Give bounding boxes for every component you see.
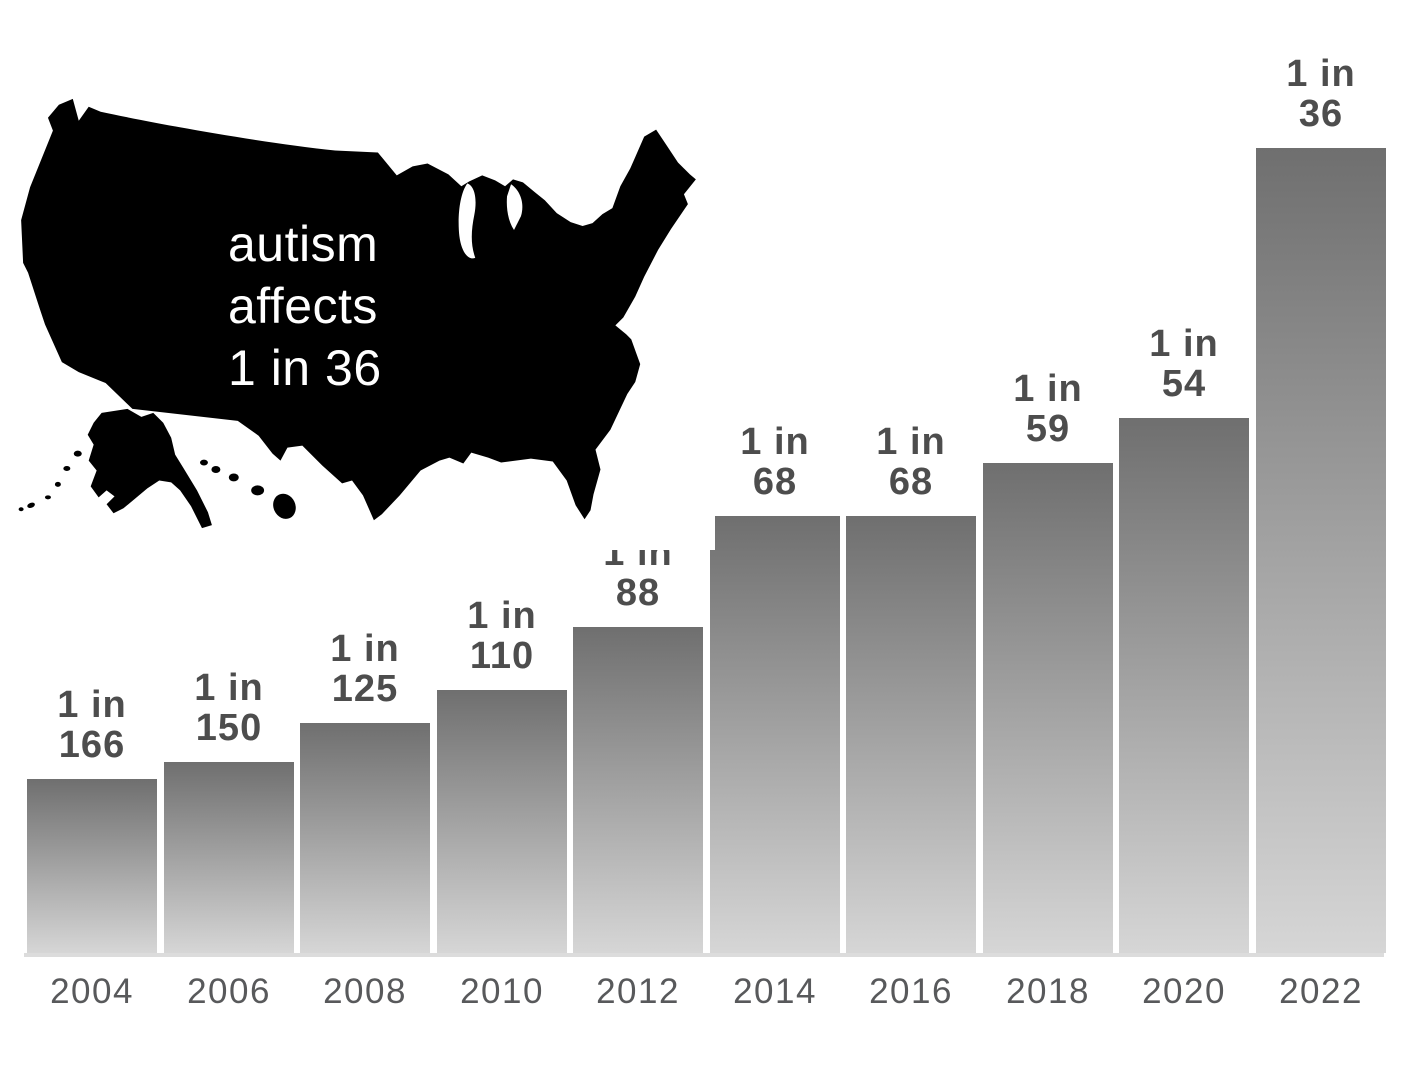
x-tick-2006: 2006 xyxy=(187,972,271,1011)
x-tick-2004: 2004 xyxy=(50,972,134,1011)
bar-2004 xyxy=(27,779,157,953)
bar-label-number: 59 xyxy=(1025,408,1071,450)
bar-label-number: 68 xyxy=(888,461,934,503)
bar-label-prefix: 1 in xyxy=(1286,53,1356,95)
bar-2020 xyxy=(1119,418,1249,953)
bar-2012 xyxy=(573,627,703,953)
map-caption-line: autism xyxy=(228,216,379,272)
x-axis-line xyxy=(24,953,1384,957)
x-tick-2022: 2022 xyxy=(1279,972,1363,1011)
bar-2010 xyxy=(437,690,567,953)
bar-value-label-2020: 1 in 54 xyxy=(1119,324,1249,404)
us-mainland-shape xyxy=(21,98,696,521)
bar-2008 xyxy=(300,723,430,953)
bar-value-label-2022: 1 in 36 xyxy=(1256,54,1386,134)
bar-label-number: 166 xyxy=(58,724,126,766)
bar-label-number: 110 xyxy=(469,635,535,677)
bar-2016 xyxy=(846,516,976,953)
bar-label-number: 125 xyxy=(331,668,399,710)
bar-label-prefix: 1 in xyxy=(194,667,264,709)
bar-label-prefix: 1 in xyxy=(330,628,400,670)
x-tick-2018: 2018 xyxy=(1006,972,1090,1011)
lake-huron-shape xyxy=(506,184,523,231)
bar-value-label-2010: 1 in 110 xyxy=(437,596,567,676)
bar-label-prefix: 1 in xyxy=(740,421,810,463)
us-map-icon xyxy=(18,98,696,529)
bar-label-prefix: 1 in xyxy=(57,684,127,726)
map-caption-line: affects xyxy=(228,278,378,334)
map-caption: autism affects 1 in 36 xyxy=(228,213,382,399)
bar-2022 xyxy=(1256,148,1386,953)
bar-2006 xyxy=(164,762,294,953)
bar-value-label-2014: 1 in 68 xyxy=(710,422,840,502)
map-caption-line: 1 in 36 xyxy=(228,340,382,396)
bar-value-label-2006: 1 in 150 xyxy=(164,668,294,748)
aleutian-islands xyxy=(18,450,82,512)
bar-2014 xyxy=(710,516,840,953)
bar-label-prefix: 1 in xyxy=(1149,323,1219,365)
bar-label-number: 150 xyxy=(195,707,263,749)
bar-label-number: 88 xyxy=(615,572,661,614)
alaska-shape xyxy=(87,408,212,529)
x-tick-2008: 2008 xyxy=(323,972,407,1011)
bar-2018 xyxy=(983,463,1113,953)
bar-label-prefix: 1 in xyxy=(467,595,537,637)
bar-label-prefix: 1 in xyxy=(1013,368,1083,410)
x-tick-2010: 2010 xyxy=(460,972,544,1011)
bar-value-label-2016: 1 in 68 xyxy=(846,422,976,502)
bar-value-label-2018: 1 in 59 xyxy=(983,369,1113,449)
x-tick-2020: 2020 xyxy=(1142,972,1226,1011)
bar-value-label-2008: 1 in 125 xyxy=(300,629,430,709)
bar-label-number: 36 xyxy=(1298,93,1344,135)
lake-michigan-shape xyxy=(458,183,476,259)
us-map: autism affects 1 in 36 xyxy=(0,75,715,550)
bar-value-label-2004: 1 in 166 xyxy=(27,685,157,765)
hawaii-islands xyxy=(199,459,296,519)
bar-label-number: 54 xyxy=(1161,363,1207,405)
bar-label-prefix: 1 in xyxy=(876,421,946,463)
x-tick-2012: 2012 xyxy=(596,972,680,1011)
bar-label-number: 68 xyxy=(752,461,798,503)
x-tick-2014: 2014 xyxy=(733,972,817,1011)
x-tick-2016: 2016 xyxy=(869,972,953,1011)
